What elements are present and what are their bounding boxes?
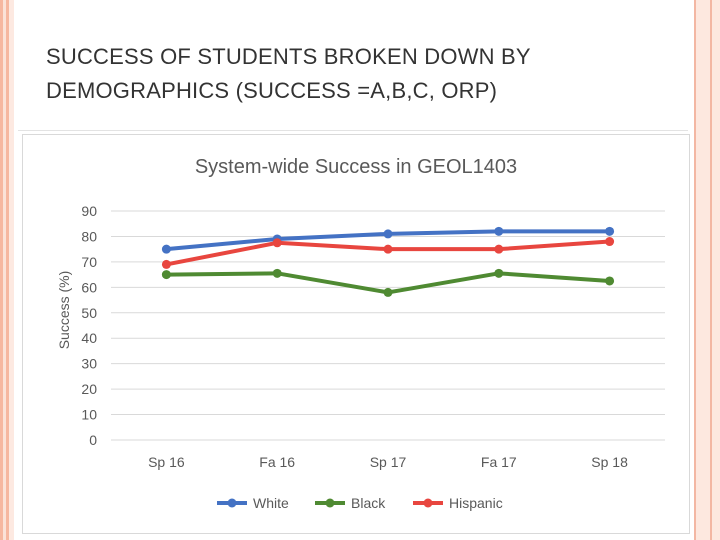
data-point-white [383,229,393,239]
data-point-white [161,244,171,254]
series-black [161,268,615,297]
y-tick-label: 10 [81,407,97,423]
x-tick-labels: Sp 16 Fa 16 Sp 17 Fa 17 Sp 18 [148,454,628,470]
legend-marker [227,498,237,508]
chart-title: System-wide Success in GEOL1403 [195,156,517,178]
data-point-hispanic [494,244,504,254]
y-tick-label: 80 [81,228,97,244]
x-tick-label: Fa 17 [481,454,517,470]
y-tick-label: 70 [81,254,97,270]
data-point-black [383,287,393,297]
y-tick-labels: 0 10 20 30 40 50 60 70 80 90 [81,203,97,448]
y-tick-label: 40 [81,330,97,346]
data-point-white [494,226,504,236]
y-tick-label: 50 [81,305,97,321]
legend-label: Black [351,495,386,511]
legend-label: White [253,495,289,511]
y-tick-label: 0 [89,432,97,448]
line-chart: System-wide Success in GEOL1403 Success … [56,156,665,511]
x-tick-label: Fa 16 [259,454,295,470]
legend: White Black Hispanic [217,495,503,511]
data-point-hispanic [383,244,393,254]
y-tick-label: 30 [81,356,97,372]
legend-item-black: Black [315,495,386,511]
data-point-hispanic [605,237,615,247]
slide-title-line-1: SUCCESS OF STUDENTS BROKEN DOWN BY [46,44,531,69]
data-point-black [272,268,282,278]
data-point-hispanic [272,238,282,248]
y-axis-label: Success (%) [56,271,72,350]
y-tick-label: 90 [81,203,97,219]
legend-marker [423,498,433,508]
data-point-black [161,270,171,280]
left-decorative-stripe [0,0,14,540]
series-hispanic [161,237,615,269]
x-tick-label: Sp 17 [370,454,407,470]
title-divider [18,130,688,131]
series-lines [161,226,615,297]
data-point-hispanic [161,259,171,269]
y-tick-label: 60 [81,279,97,295]
y-tick-label: 20 [81,381,97,397]
legend-item-white: White [217,495,289,511]
slide-title-line-2: DEMOGRAPHICS (SUCCESS =A,B,C, ORP) [46,78,498,103]
x-tick-label: Sp 16 [148,454,185,470]
slide-title: SUCCESS OF STUDENTS BROKEN DOWN BY DEMOG… [46,40,666,108]
data-point-black [494,268,504,278]
legend-marker [325,498,335,508]
right-decorative-stripe [690,0,720,540]
x-tick-label: Sp 18 [591,454,628,470]
chart-frame: System-wide Success in GEOL1403 Success … [22,134,690,534]
data-point-white [605,226,615,236]
legend-label: Hispanic [449,495,503,511]
data-point-black [605,276,615,286]
legend-item-hispanic: Hispanic [413,495,503,511]
